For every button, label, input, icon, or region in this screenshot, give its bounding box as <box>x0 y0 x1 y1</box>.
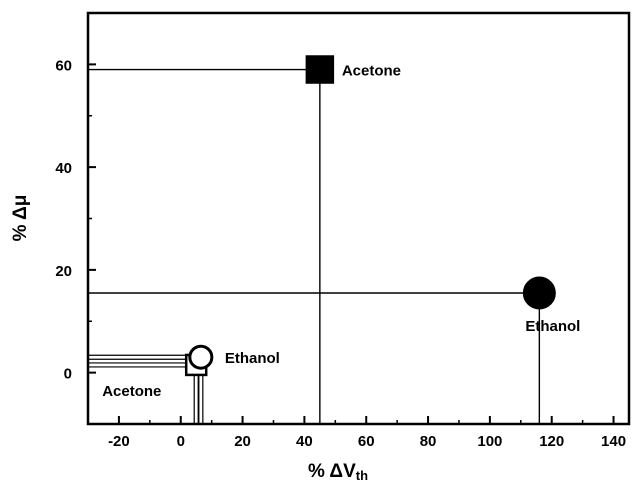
y-tick-label: 60 <box>55 57 72 74</box>
y-tick-label: 0 <box>64 366 72 383</box>
y-axis-ticks: 0 20 40 60 <box>55 12 96 425</box>
x-tick-label: 40 <box>296 433 313 450</box>
y-tick-label: 40 <box>55 160 72 177</box>
x-axis-title: % ΔVth <box>308 461 368 483</box>
x-tick-label: 80 <box>420 433 437 450</box>
data-markers <box>184 55 556 377</box>
x-tick-label: -20 <box>108 433 130 450</box>
point-label: Ethanol <box>525 318 580 335</box>
y-tick-label: 20 <box>55 263 72 280</box>
data-point-circle <box>188 344 214 370</box>
x-tick-label: 0 <box>177 433 185 450</box>
x-tick-label: 120 <box>539 433 564 450</box>
x-tick-label: 140 <box>601 433 626 450</box>
x-axis-ticks: -20 0 20 40 60 80 100 120 140 <box>87 416 626 450</box>
data-point-circle <box>522 276 556 310</box>
point-label: Ethanol <box>225 350 280 367</box>
point-label: Acetone <box>102 383 161 400</box>
point-label: Acetone <box>342 63 401 80</box>
x-tick-label: 60 <box>358 433 375 450</box>
y-axis-title: % Δμ <box>10 195 31 242</box>
guide-lines <box>88 68 541 424</box>
x-tick-label: 100 <box>477 433 502 450</box>
x-tick-label: 20 <box>234 433 251 450</box>
data-point-square <box>305 55 335 84</box>
point-labels: Acetone Ethanol Acetone Ethanol <box>102 63 580 400</box>
